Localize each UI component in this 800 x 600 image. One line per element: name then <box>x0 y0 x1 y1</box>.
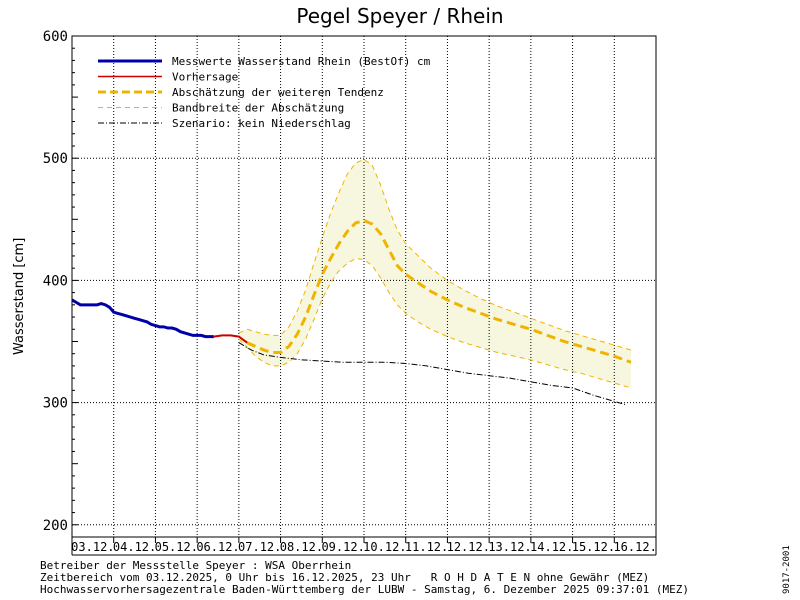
x-tick-label: 15.12. <box>572 540 615 554</box>
chart-title: Pegel Speyer / Rhein <box>296 4 504 28</box>
x-tick-label: 04.12. <box>113 540 156 554</box>
x-tick-label: 03.12. <box>71 540 114 554</box>
x-tick-label: 13.12. <box>488 540 531 554</box>
legend: Messwerte Wasserstand Rhein (BestOf) cm V… <box>98 55 431 130</box>
y-tick-label: 400 <box>43 273 68 289</box>
legend-label-tendency: Abschätzung der weiteren Tendenz <box>172 86 384 99</box>
y-axis-label: Wasserstand [cm] <box>12 237 27 355</box>
x-tick-label: 14.12. <box>530 540 573 554</box>
legend-label-band: Bandbreite der Abschätzung <box>172 102 344 115</box>
footer-agency: Hochwasservorhersagezentrale Baden-Württ… <box>40 583 690 596</box>
band-area <box>238 159 631 388</box>
legend-label-forecast: Vorhersage <box>172 71 238 84</box>
x-tick-label: 07.12. <box>238 540 281 554</box>
y-tick-label: 200 <box>43 518 68 534</box>
x-tick-label: 10.12. <box>363 540 406 554</box>
x-tick-label: 08.12. <box>280 540 323 554</box>
band-upper-line <box>238 158 632 351</box>
measured-line <box>71 298 214 339</box>
footer-operator: Betreiber der Messstelle Speyer : WSA Ob… <box>40 559 352 572</box>
x-tick-label: 09.12. <box>321 540 364 554</box>
x-tick-label: 05.12. <box>155 540 198 554</box>
y-tick-label: 300 <box>43 396 68 412</box>
x-tick-label: 06.12. <box>196 540 239 554</box>
y-tick-label: 600 <box>43 29 68 45</box>
legend-label-scenario: Szenario: kein Niederschlag <box>172 117 351 130</box>
legend-label-measured: Messwerte Wasserstand Rhein (BestOf) cm <box>172 55 431 68</box>
x-tick-label: 16.12. <box>613 540 656 554</box>
x-tick-label: 11.12. <box>405 540 448 554</box>
x-tick-label: 12.12. <box>447 540 490 554</box>
forecast-line <box>213 334 248 344</box>
y-tick-label: 500 <box>43 151 68 167</box>
side-code: 9017-2001 <box>782 545 792 594</box>
footer-time-range: Zeitbereich vom 03.12.2025, 0 Uhr bis 16… <box>40 571 650 584</box>
scenario-line <box>238 342 627 406</box>
band-lower-line <box>238 257 632 389</box>
tendency-line <box>246 218 632 364</box>
